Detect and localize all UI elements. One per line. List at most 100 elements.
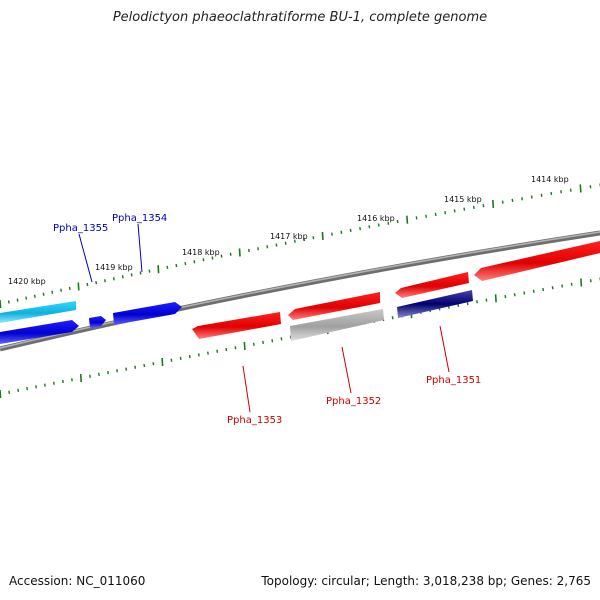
minor-tick	[540, 193, 543, 197]
major-tick	[157, 265, 160, 274]
gene-label-ppha-1354[interactable]: Ppha_1354	[112, 213, 167, 224]
leader-line	[78, 233, 93, 283]
gene-arrow[interactable]	[474, 241, 600, 281]
gene-arrow[interactable]	[397, 290, 473, 318]
gene-arrow[interactable]	[0, 301, 76, 323]
minor-tick	[391, 316, 394, 320]
scale-label: 1415 kbp	[444, 195, 482, 204]
minor-tick	[570, 282, 573, 286]
minor-tick	[184, 261, 187, 266]
minor-tick	[257, 247, 259, 251]
minor-tick	[530, 195, 533, 199]
minor-tick	[98, 372, 100, 377]
major-tick	[238, 248, 241, 257]
forward-genes	[0, 241, 600, 328]
gene-labels: Ppha_1355 Ppha_1354 Ppha_1353 Ppha_1352 …	[53, 213, 481, 426]
gene-label-ppha-1352[interactable]: Ppha_1352	[326, 396, 381, 407]
minor-tick	[53, 381, 55, 385]
major-tick	[321, 231, 324, 240]
gene-arrow[interactable]	[290, 309, 384, 341]
scale-label: 1419 kbp	[95, 263, 133, 272]
minor-tick	[116, 369, 118, 373]
gene-arrow[interactable]	[89, 316, 106, 328]
minor-tick	[463, 207, 466, 211]
gene-arrow[interactable]	[395, 272, 469, 298]
minor-tick	[35, 385, 37, 389]
minor-tick	[359, 226, 361, 231]
gene-arrow[interactable]	[288, 292, 380, 320]
minor-tick	[485, 298, 488, 302]
minor-tick	[16, 298, 19, 302]
minor-tick	[293, 239, 296, 243]
minor-tick	[501, 200, 504, 204]
minor-tick	[560, 190, 562, 194]
minor-tick	[107, 370, 109, 375]
minor-tick	[17, 388, 20, 393]
minor-tick	[134, 365, 137, 369]
minor-tick	[71, 378, 73, 382]
minor-tick	[368, 225, 371, 229]
label-leaders	[78, 223, 450, 413]
scale-label: 1416 kbp	[357, 214, 395, 223]
minor-tick	[175, 263, 178, 268]
minor-tick	[589, 185, 592, 189]
gene-arrow[interactable]	[192, 312, 281, 339]
minor-tick	[482, 203, 485, 208]
minor-tick	[284, 241, 287, 245]
minor-tick	[7, 300, 10, 304]
gene-arrow[interactable]	[0, 320, 79, 344]
minor-tick	[513, 293, 516, 297]
minor-tick	[188, 354, 191, 359]
topology-summary: Topology: circular; Length: 3,018,238 bp…	[261, 574, 591, 588]
leader-line	[242, 365, 251, 413]
major-tick	[580, 278, 583, 287]
scale-ticks-outer	[0, 183, 600, 309]
minor-tick	[444, 210, 447, 215]
major-tick	[494, 294, 497, 303]
minor-tick	[271, 339, 274, 343]
major-tick	[77, 282, 80, 291]
minor-tick	[25, 296, 28, 300]
scale-label: 1417 kbp	[270, 232, 308, 241]
minor-tick	[179, 356, 182, 361]
minor-tick	[561, 284, 564, 288]
minor-tick	[532, 289, 535, 293]
minor-tick	[425, 214, 427, 218]
minor-tick	[211, 256, 214, 260]
minor-tick	[26, 386, 28, 391]
minor-tick	[504, 294, 507, 299]
scale-labels: 1414 kbp 1415 kbp 1416 kbp 1417 kbp 1418…	[8, 175, 569, 286]
minor-tick	[569, 188, 572, 192]
minor-tick	[139, 271, 142, 275]
major-tick	[0, 299, 2, 309]
minor-tick	[303, 237, 306, 242]
minor-tick	[202, 258, 205, 262]
minor-tick	[112, 277, 115, 281]
major-tick	[492, 199, 495, 208]
minor-tick	[44, 383, 46, 387]
minor-tick	[42, 292, 45, 296]
map-title: Pelodictyon phaeoclathratiforme BU-1, co…	[112, 10, 488, 25]
minor-tick	[104, 279, 106, 283]
leader-line	[137, 223, 143, 273]
minor-tick	[166, 265, 169, 270]
minor-tick	[377, 223, 380, 227]
scale-label: 1418 kbp	[182, 248, 220, 257]
gene-label-ppha-1355[interactable]: Ppha_1355	[53, 223, 108, 234]
minor-tick	[148, 269, 151, 273]
minor-tick	[262, 340, 264, 345]
minor-tick	[170, 358, 173, 362]
major-tick	[79, 373, 82, 383]
accession-text: Accession: NC_011060	[9, 574, 146, 588]
minor-tick	[331, 232, 333, 236]
gene-label-ppha-1351[interactable]: Ppha_1351	[426, 375, 481, 386]
gene-label-ppha-1353[interactable]: Ppha_1353	[227, 415, 282, 426]
minor-tick	[349, 228, 352, 233]
minor-tick	[95, 280, 98, 285]
major-tick	[161, 357, 164, 367]
minor-tick	[89, 374, 91, 378]
minor-tick	[589, 279, 592, 283]
minor-tick	[229, 252, 232, 256]
gene-arrow[interactable]	[113, 302, 182, 325]
